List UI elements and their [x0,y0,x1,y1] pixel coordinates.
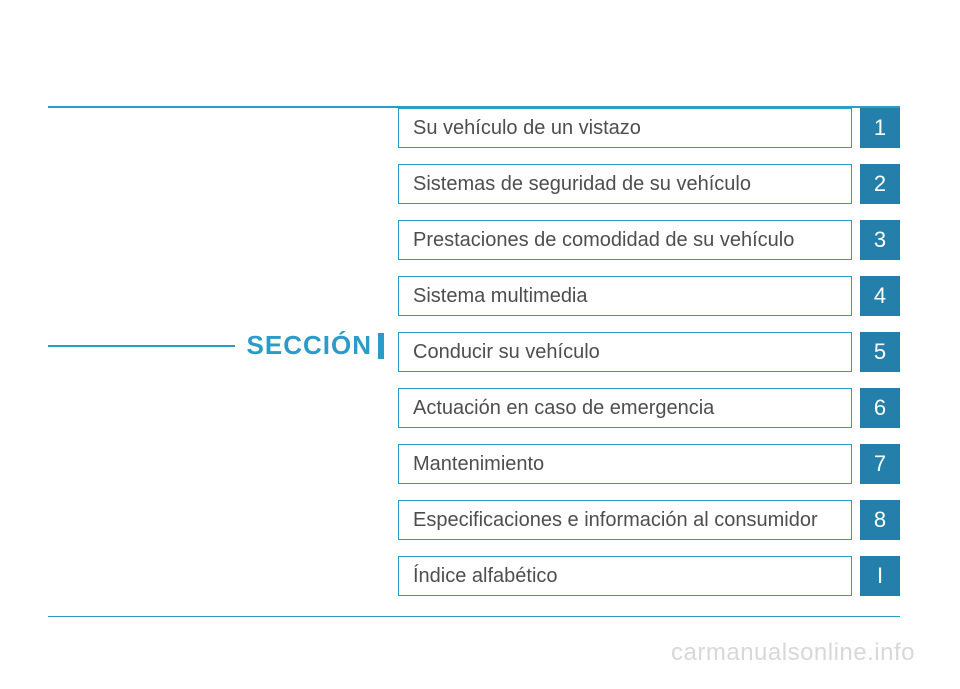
toc-number: 6 [860,388,900,428]
toc-label: Su vehículo de un vistazo [398,108,852,148]
toc-number: 8 [860,500,900,540]
toc-row[interactable]: Especificaciones e información al consum… [398,500,900,540]
section-heading-row: SECCIÓN [48,330,388,361]
toc-row[interactable]: Sistemas de seguridad de su vehículo 2 [398,164,900,204]
toc-number: 7 [860,444,900,484]
left-panel: SECCIÓN [48,108,398,361]
content-area: SECCIÓN Su vehículo de un vistazo 1 Sist… [48,108,900,596]
toc-row[interactable]: Actuación en caso de emergencia 6 [398,388,900,428]
toc-number: 1 [860,108,900,148]
toc-number: 3 [860,220,900,260]
toc-row[interactable]: Su vehículo de un vistazo 1 [398,108,900,148]
toc-label: Mantenimiento [398,444,852,484]
toc-number: 2 [860,164,900,204]
toc-row[interactable]: Índice alfabético I [398,556,900,596]
toc-label: Sistema multimedia [398,276,852,316]
section-marker-icon [378,333,388,359]
toc-label: Índice alfabético [398,556,852,596]
section-underline [48,345,235,347]
toc-list: Su vehículo de un vistazo 1 Sistemas de … [398,108,900,596]
toc-row[interactable]: Sistema multimedia 4 [398,276,900,316]
toc-label: Prestaciones de comodidad de su vehículo [398,220,852,260]
toc-number: 5 [860,332,900,372]
toc-label: Actuación en caso de emergencia [398,388,852,428]
toc-number: 4 [860,276,900,316]
bottom-divider [48,616,900,617]
toc-row[interactable]: Mantenimiento 7 [398,444,900,484]
toc-number: I [860,556,900,596]
toc-label: Conducir su vehículo [398,332,852,372]
toc-label: Especificaciones e información al consum… [398,500,852,540]
section-heading: SECCIÓN [235,330,378,361]
toc-row[interactable]: Prestaciones de comodidad de su vehículo… [398,220,900,260]
toc-row[interactable]: Conducir su vehículo 5 [398,332,900,372]
toc-label: Sistemas de seguridad de su vehículo [398,164,852,204]
watermark-text: carmanualsonline.info [671,639,915,667]
page-container: SECCIÓN Su vehículo de un vistazo 1 Sist… [0,0,960,617]
